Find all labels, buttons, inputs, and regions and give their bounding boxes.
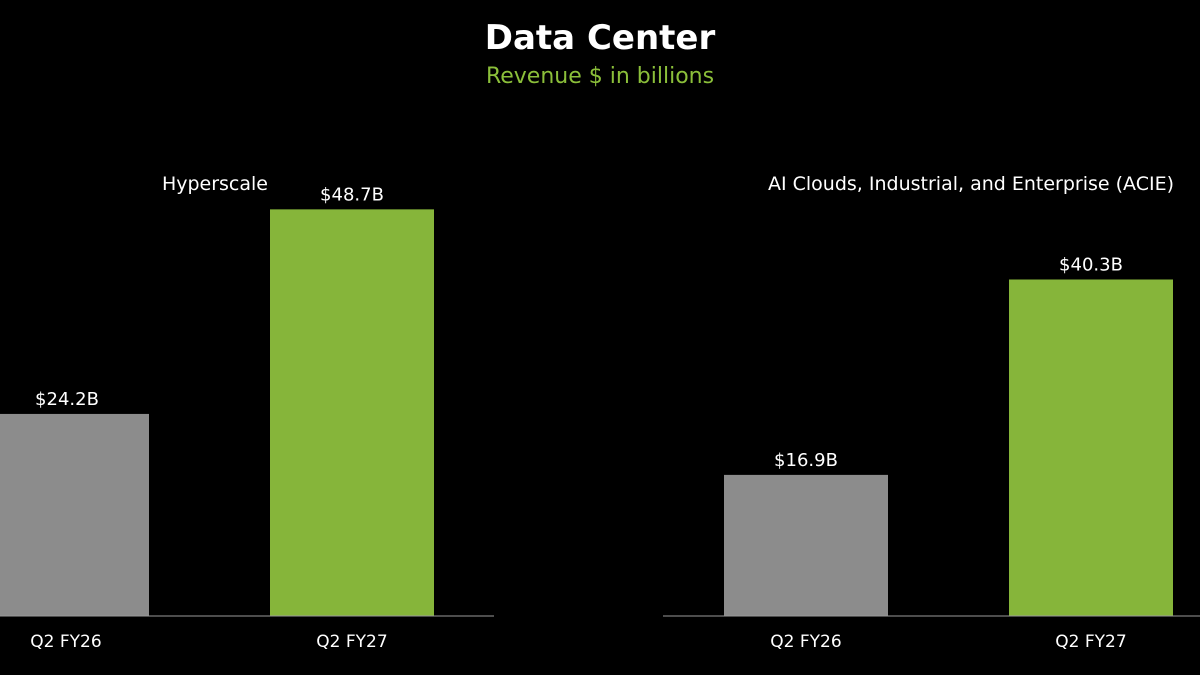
bar-q2-fy26 bbox=[724, 474, 888, 616]
bar-q2-fy27 bbox=[270, 209, 434, 617]
panel-title: Hyperscale bbox=[162, 173, 268, 195]
chart-title: Data Center bbox=[484, 18, 716, 58]
x-tick-label: Q2 FY27 bbox=[1055, 632, 1126, 652]
panel-hyperscale: Hyperscale $24.2B Q2 FY26 $48.7B Q2 FY27 bbox=[0, 173, 494, 652]
data-label: $40.3B bbox=[1059, 254, 1123, 275]
panel-title: AI Clouds, Industrial, and Enterprise (A… bbox=[768, 173, 1174, 195]
bar-q2-fy26 bbox=[0, 413, 149, 616]
x-tick-label: Q2 FY26 bbox=[30, 632, 101, 652]
bar-q2-fy27 bbox=[1009, 279, 1173, 616]
x-tick-label: Q2 FY26 bbox=[770, 632, 841, 652]
chart-subtitle: Revenue $ in billions bbox=[485, 64, 715, 89]
data-label: $24.2B bbox=[35, 389, 99, 410]
data-label: $16.9B bbox=[774, 450, 838, 471]
x-tick-label: Q2 FY27 bbox=[316, 632, 387, 652]
data-label: $48.7B bbox=[320, 184, 384, 205]
panel-acie: AI Clouds, Industrial, and Enterprise (A… bbox=[663, 173, 1200, 652]
